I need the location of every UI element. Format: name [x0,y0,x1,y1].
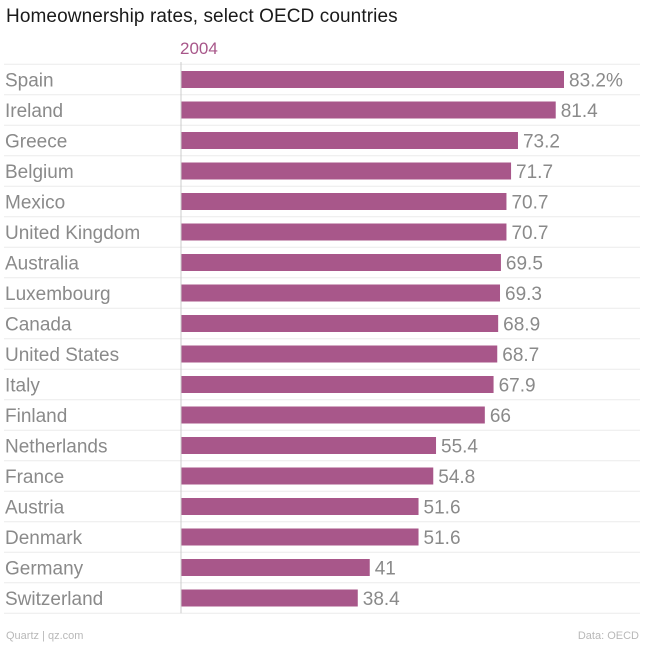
bar-netherlands [181,437,437,454]
category-label: United States [5,345,119,366]
category-label: Switzerland [5,589,103,610]
category-label: Finland [5,406,67,427]
value-label: 83.2% [569,71,623,92]
value-label: 55.4 [441,437,478,458]
category-label: Canada [5,315,72,336]
bar-canada [181,315,499,332]
bar-switzerland [181,589,358,607]
bar-spain [181,71,564,88]
value-labels: 83.2% 81.473.2 71.7 70.7 70.7 69.5 69.3 68.9 68.… [363,71,623,611]
category-label: Greece [5,132,67,153]
value-label: 66 [490,406,511,427]
value-label: 51.6 [424,498,461,519]
bar-australia [181,254,501,271]
footer-source-left: Quartz | qz.com [6,630,84,642]
value-label: 41 [375,559,396,580]
bar-luxembourg [181,284,501,302]
category-label: France [5,467,64,488]
category-label: Mexico [5,193,65,214]
bar-finland [181,406,485,424]
value-label: 69.3 [505,284,542,305]
category-label: Austria [5,498,65,519]
bar-belgium [181,162,512,180]
legend-series-label: 2004 [180,39,218,58]
category-label: Belgium [5,162,74,183]
category-labels: Spain Ireland Greece Belgium Mexico United Ki… [5,71,140,611]
bar-austria [181,498,419,515]
category-label: Netherlands [5,437,107,458]
value-label: 68.7 [502,345,539,366]
value-label: 71.7 [516,162,553,183]
category-label: Italy [5,376,40,397]
bar-mexico [181,193,507,210]
category-label: Denmark [5,528,83,549]
value-label: 73.2 [523,132,560,153]
value-label: 70.7 [511,193,548,214]
category-label: Ireland [5,101,63,122]
bar-united-kingdom [181,223,507,241]
value-label: 54.8 [438,467,475,488]
bar-greece [181,132,518,149]
value-label: 67.9 [499,376,536,397]
bar-ireland [181,101,556,119]
category-label: Spain [5,71,54,92]
bar-france [181,467,434,485]
category-label: Australia [5,254,79,275]
bar-italy [181,376,494,393]
chart-title: Homeownership rates, select OECD countri… [6,6,398,27]
bar-united-states [181,345,498,363]
value-label: 38.4 [363,589,400,610]
bar-denmark [181,528,419,546]
bar-germany [181,559,370,576]
bars [181,71,564,607]
value-label: 68.9 [503,315,540,336]
value-label: 81.4 [561,101,598,122]
category-label: United Kingdom [5,223,140,244]
value-label: 51.6 [424,528,461,549]
gridlines [4,63,640,614]
value-label: 70.7 [511,223,548,244]
category-label: Luxembourg [5,284,111,305]
footer-source-right: Data: OECD [577,630,639,642]
category-label: Germany [5,559,84,580]
value-label: 69.5 [506,254,543,275]
